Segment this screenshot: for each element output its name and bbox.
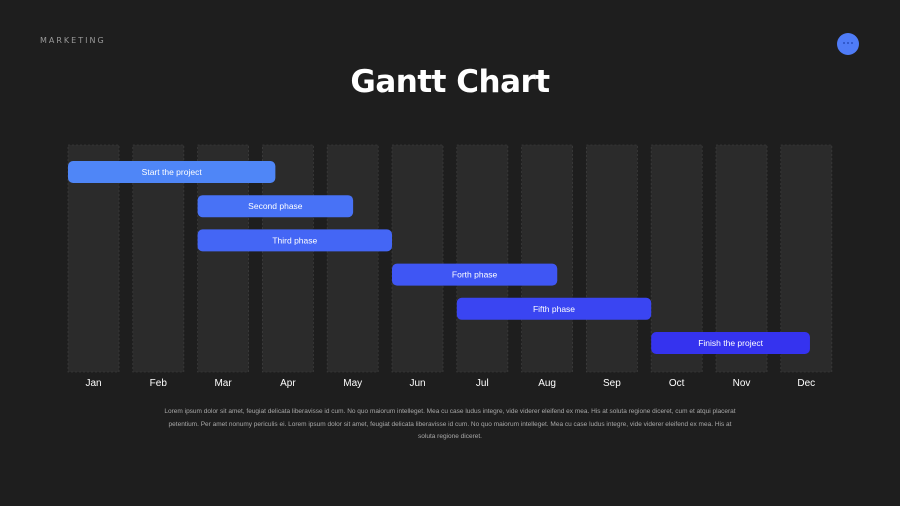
month-column: [261, 144, 314, 373]
gantt-bar[interactable]: [651, 332, 810, 354]
month-column: [521, 144, 573, 373]
month-column: [326, 144, 379, 373]
month-label: Feb: [150, 378, 168, 389]
gantt-bar-label: Forth phase: [452, 270, 498, 280]
month-label: Oct: [669, 378, 685, 389]
gantt-bar-label: Start the project: [142, 167, 203, 177]
month-label: Nov: [733, 378, 751, 389]
month-label: May: [343, 378, 362, 389]
page-title: Gantt Chart: [350, 64, 550, 100]
gantt-bar-label: Third phase: [272, 235, 317, 245]
month-label: Dec: [797, 378, 815, 389]
gantt-bar[interactable]: [392, 263, 558, 286]
gantt-bar-label: Fifth phase: [533, 304, 575, 314]
gantt-bar-label: Finish the project: [698, 338, 763, 348]
month-label: Aug: [538, 378, 556, 389]
month-column: [391, 144, 444, 373]
month-label: Jul: [476, 378, 489, 389]
month-column: [586, 144, 638, 373]
gantt-chart: Start the project Second phase Third phase…: [67, 144, 833, 389]
month-column: [456, 144, 509, 373]
month-label: Mar: [214, 378, 232, 389]
page-indicator-icon[interactable]: [837, 33, 859, 55]
gantt-bar[interactable]: [68, 161, 276, 183]
month-label: Jun: [409, 378, 425, 389]
gantt-bar-label: Second phase: [248, 201, 303, 211]
month-label: Jan: [85, 378, 101, 389]
description-text: Lorem ipsum dolor sit amet, feugiat deli…: [164, 408, 736, 440]
month-label: Apr: [280, 378, 296, 389]
month-label: Sep: [603, 378, 621, 389]
gantt-bar[interactable]: [456, 297, 652, 320]
gantt-bar[interactable]: [197, 195, 354, 218]
section-label: MARKETING: [40, 36, 106, 45]
gantt-bar[interactable]: [197, 229, 392, 252]
